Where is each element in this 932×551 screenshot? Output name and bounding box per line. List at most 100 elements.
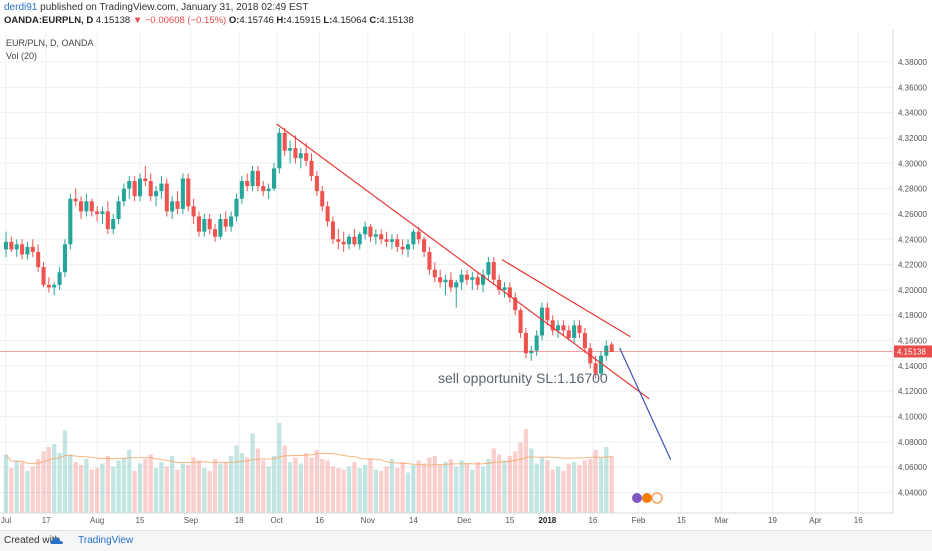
volume-bar (78, 465, 84, 513)
candle-body (336, 239, 341, 242)
candle-body (41, 267, 46, 285)
volume-bar (57, 453, 62, 513)
volume-bar (202, 468, 207, 513)
volume-bar (159, 462, 164, 513)
volume-bar (261, 460, 266, 513)
candle-body (411, 231, 416, 245)
publish-header: derdi91 published on TradingView.com, Ja… (0, 0, 932, 30)
volume-bar (496, 454, 502, 513)
x-tick-label: 17 (42, 516, 51, 525)
y-tick-label: 4.30000 (898, 159, 927, 168)
y-tick-label: 4.18000 (898, 311, 927, 320)
candle-body (255, 170, 260, 187)
volume-bar (438, 465, 443, 513)
volume-bar (539, 457, 545, 513)
volume-bar (577, 465, 582, 513)
volume-bar (121, 457, 127, 513)
volume-bar (164, 466, 169, 513)
candle-body (513, 297, 518, 311)
candle-body (293, 148, 298, 159)
x-tick-label: Nov (361, 516, 375, 525)
volume-bar (523, 429, 529, 513)
candle-body (309, 160, 314, 176)
projection-line[interactable] (619, 347, 672, 460)
volume-bar (389, 459, 395, 513)
volume-bar (330, 466, 336, 513)
candle-body (9, 241, 14, 250)
candle-body (3, 241, 9, 250)
candle-body (46, 284, 51, 288)
tradingview-link[interactable]: TradingView (78, 535, 134, 546)
candle-body (379, 234, 384, 240)
volume-bar (545, 460, 550, 513)
candle-body (62, 244, 67, 273)
volume-bar (550, 469, 555, 513)
published-text: published on TradingView.com, January 31… (37, 2, 309, 13)
high-label: H: (276, 15, 287, 26)
candle-body (84, 201, 89, 212)
x-tick-label: 2018 (538, 516, 556, 525)
volume-bar (513, 451, 518, 513)
candle-body (20, 244, 25, 255)
volume-bar (148, 454, 153, 513)
volume-bar (207, 471, 212, 513)
volume-bar (170, 456, 175, 513)
high-value: 4.15915 (286, 15, 321, 26)
volume-bar (180, 463, 186, 513)
candle-body (529, 350, 534, 354)
volume-bar (502, 460, 507, 513)
candle-body (470, 277, 475, 280)
x-tick-label: Apr (809, 516, 822, 525)
volume-bar (491, 448, 496, 513)
volume-bar (46, 447, 52, 513)
volume-bar (566, 463, 571, 513)
candle-body (373, 234, 378, 237)
candle-body (459, 274, 464, 283)
x-tick-label: 15 (505, 516, 514, 525)
candle-body (89, 201, 94, 212)
volume-bar (421, 463, 427, 513)
candle-body (384, 239, 389, 242)
username-link[interactable]: derdi91 (4, 2, 38, 13)
volume-bar (352, 462, 357, 513)
y-tick-label: 4.24000 (898, 235, 927, 244)
price-change: −0.00608 (−0.15%) (144, 15, 227, 26)
candle-body (609, 344, 614, 352)
volume-bar (293, 457, 298, 513)
volume-bar (287, 462, 293, 513)
candle-body (277, 132, 282, 169)
alert-badge-icon[interactable] (632, 492, 663, 504)
y-tick-label: 4.14000 (898, 362, 927, 371)
candle-body (121, 188, 126, 202)
upper-trendline[interactable] (276, 123, 650, 400)
candle-body (116, 201, 121, 220)
price-axis[interactable]: 4.38000 4.36000 4.34000 4.32000 4.30000 4.280… (892, 30, 932, 513)
candle-body (127, 181, 132, 189)
candle-body (352, 236, 357, 245)
chart-grid (0, 30, 893, 513)
time-axis[interactable]: Jul 17 Aug 15 Sep 18 Oct 16 Nov 14 Dec 15 2018 16 Feb 1… (0, 512, 893, 525)
candle-body (566, 330, 571, 339)
candle-body (288, 148, 293, 151)
candle-body (523, 332, 528, 354)
candle-body (191, 206, 196, 217)
candle-body (432, 269, 437, 278)
candle-body (604, 345, 609, 356)
volume-bar (357, 468, 362, 513)
candle-body (170, 201, 175, 212)
volume-pane-label: Vol (20) (6, 51, 37, 61)
x-tick-label: Feb (632, 516, 646, 525)
candle-body (218, 219, 223, 237)
lower-trendline[interactable] (501, 259, 631, 338)
volume-bar (9, 468, 14, 513)
candle-body (518, 310, 523, 333)
candle-body (30, 246, 35, 252)
candle-body (320, 191, 325, 207)
candle-body (137, 178, 143, 197)
candle-body (148, 181, 153, 197)
volume-bar (400, 462, 405, 513)
y-tick-label: 4.04000 (898, 489, 927, 498)
volume-bar (19, 462, 25, 513)
candle-body (539, 307, 545, 336)
price-chart[interactable]: 4.38000 4.36000 4.34000 4.32000 4.30000 4.280… (0, 30, 932, 530)
